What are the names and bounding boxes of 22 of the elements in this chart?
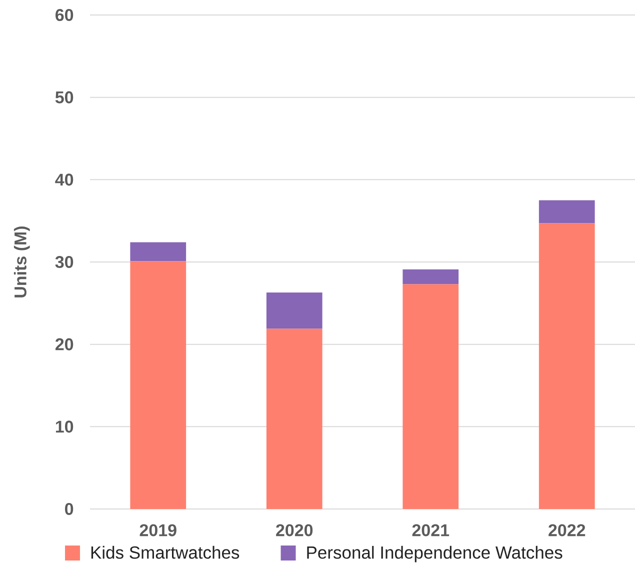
- bar: [266, 292, 322, 329]
- legend-label: Kids Smartwatches: [91, 546, 240, 559]
- x-tick-label: 2022: [548, 524, 586, 536]
- y-tick-label: 10: [56, 420, 74, 433]
- y-tick-label: 0: [65, 502, 74, 516]
- bar: [130, 261, 186, 509]
- bar: [130, 242, 186, 262]
- bar: [538, 223, 595, 509]
- y-tick-label: 60: [56, 8, 74, 22]
- y-tick-label: 40: [55, 174, 74, 186]
- y-tick-label: 30: [55, 256, 74, 268]
- legend-label: Personal Independence Watches: [307, 546, 562, 562]
- x-tick-label: 2021: [412, 524, 450, 536]
- bar: [266, 328, 322, 509]
- y-tick-label: 50: [55, 91, 74, 104]
- x-tick-label: 2020: [276, 524, 313, 536]
- y-tick-label: 20: [55, 338, 74, 350]
- bar: [402, 284, 459, 509]
- x-tick-label: 2019: [140, 524, 176, 536]
- y-axis-title: Units (M): [14, 226, 30, 298]
- bar: [402, 269, 459, 284]
- bar: [538, 200, 595, 224]
